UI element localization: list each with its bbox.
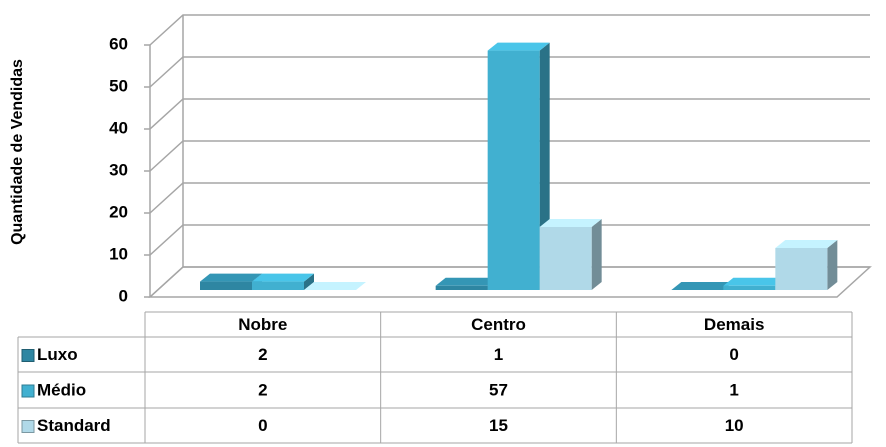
bar-front bbox=[775, 248, 828, 290]
bar-top bbox=[304, 282, 366, 290]
table-value: 15 bbox=[489, 416, 508, 435]
bar-front bbox=[539, 227, 592, 290]
y-tick-label: 20 bbox=[109, 202, 128, 221]
bar bbox=[671, 282, 734, 290]
legend-key bbox=[21, 420, 35, 433]
y-tick-label: 50 bbox=[109, 76, 128, 95]
table-value: 0 bbox=[258, 416, 267, 435]
bar-top bbox=[723, 277, 786, 286]
bar-front bbox=[200, 281, 252, 290]
bar-top bbox=[487, 42, 550, 51]
legend-label: Standard bbox=[37, 416, 111, 435]
x-tick-label: Nobre bbox=[238, 315, 287, 334]
bar-side bbox=[591, 219, 602, 290]
y-tick-label: 30 bbox=[109, 160, 128, 179]
bar-side bbox=[304, 273, 314, 290]
bar-front bbox=[487, 50, 540, 290]
y-tick-label: 0 bbox=[119, 286, 128, 305]
bar-top bbox=[435, 277, 498, 286]
table-value: 0 bbox=[729, 345, 738, 364]
grid-line bbox=[149, 182, 870, 214]
grid-line bbox=[149, 14, 870, 46]
grid-line bbox=[149, 266, 870, 298]
legend-key bbox=[21, 384, 35, 398]
y-tick-label: 60 bbox=[109, 34, 128, 53]
legend-key bbox=[21, 349, 35, 362]
y-axis-label: Quantidade de Vendidas bbox=[9, 59, 26, 245]
table-value: 1 bbox=[729, 380, 738, 399]
bar-side bbox=[827, 240, 838, 290]
bar-front bbox=[723, 285, 776, 290]
table-value: 10 bbox=[725, 416, 744, 435]
table-value: 1 bbox=[494, 345, 503, 364]
bar-front bbox=[252, 281, 304, 290]
grid-line bbox=[149, 224, 870, 256]
bar-front bbox=[435, 285, 488, 290]
bar bbox=[539, 219, 602, 290]
y-tick-label: 10 bbox=[109, 244, 128, 263]
table-value: 2 bbox=[258, 380, 267, 399]
bar bbox=[252, 273, 314, 290]
bar-top bbox=[539, 219, 602, 227]
grid-line bbox=[149, 98, 870, 130]
bar-top bbox=[671, 282, 734, 290]
bar-top bbox=[200, 273, 262, 282]
bar bbox=[775, 240, 838, 290]
x-tick-label: Centro bbox=[471, 315, 526, 334]
table-value: 57 bbox=[489, 380, 508, 399]
bar bbox=[304, 282, 366, 290]
legend-label: Médio bbox=[37, 380, 86, 399]
grid-line bbox=[149, 140, 870, 172]
bar-top bbox=[252, 273, 314, 282]
bar-top bbox=[775, 240, 838, 248]
y-tick-label: 40 bbox=[109, 118, 128, 137]
grid-line bbox=[149, 56, 870, 88]
legend-label: Luxo bbox=[37, 345, 78, 364]
x-tick-label: Demais bbox=[704, 315, 764, 334]
table-value: 2 bbox=[258, 345, 267, 364]
